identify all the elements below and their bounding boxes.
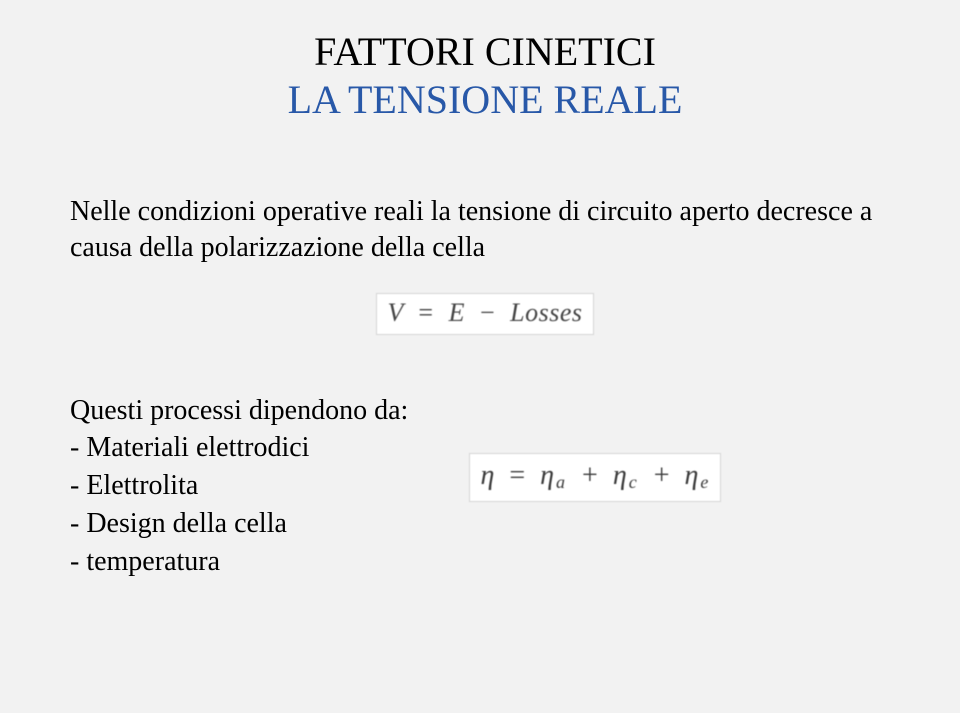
eta-plus2: + — [654, 460, 670, 491]
list-item: - Design della cella — [70, 505, 309, 543]
intro-text: Nelle condizioni operative reali la tens… — [70, 194, 900, 267]
title-line-2: LA TENSIONE REALE — [70, 76, 900, 124]
eta-sub-e: e — [700, 472, 708, 492]
eta-sub-c: c — [629, 472, 637, 492]
formula1-rhs1: E — [449, 298, 465, 327]
formula1-minus: − — [480, 298, 495, 327]
depends-list: - Materiali elettrodici - Elettrolita - … — [70, 429, 309, 580]
title-block: FATTORI CINETICI LA TENSIONE REALE — [70, 28, 900, 124]
eta-e: η — [685, 460, 699, 491]
list-item: - Materiali elettrodici — [70, 429, 309, 467]
formula1-rhs2: Losses — [510, 298, 582, 327]
eta-plus1: + — [582, 460, 598, 491]
formula-voltage: V = E − Losses — [376, 293, 593, 335]
formula1-lhs: V — [387, 298, 403, 327]
eta-a: η — [540, 460, 554, 491]
eta-eq: = — [509, 460, 525, 491]
formula-1-wrap: V = E − Losses — [70, 293, 900, 335]
formula1-eq: = — [418, 298, 433, 327]
depends-heading: Questi processi dipendono da: — [70, 393, 900, 429]
list-item: - temperatura — [70, 543, 309, 581]
formula-eta: η = ηa + ηc + ηe — [469, 453, 721, 502]
eta-sub-a: a — [556, 472, 565, 492]
formula-2-wrap: η = ηa + ηc + ηe — [469, 453, 721, 502]
list-item: - Elettrolita — [70, 467, 309, 505]
title-line-1: FATTORI CINETICI — [70, 28, 900, 76]
eta-c: η — [613, 460, 627, 491]
slide: FATTORI CINETICI LA TENSIONE REALE Nelle… — [0, 0, 960, 713]
lower-row: - Materiali elettrodici - Elettrolita - … — [70, 429, 900, 580]
lower-block: Questi processi dipendono da: - Material… — [70, 393, 900, 581]
eta-lhs: η — [480, 460, 494, 491]
